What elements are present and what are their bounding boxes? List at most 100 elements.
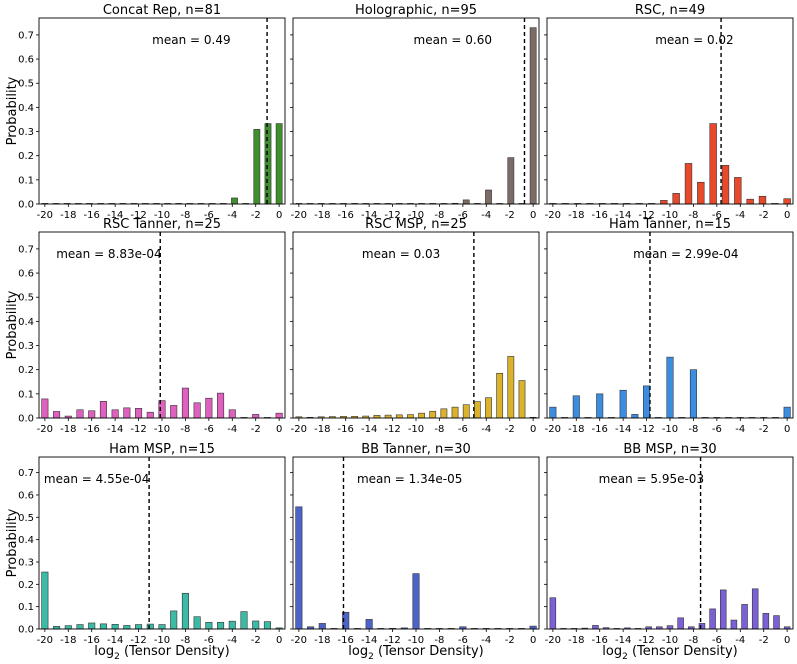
x-tick-label: -20 [291,424,307,435]
x-tick-label: -16 [338,635,354,646]
x-axis-label-subscript: 2 [622,652,628,662]
x-tick-label: -2 [759,424,769,435]
bar [99,401,107,419]
bar [549,406,557,419]
mean-label: mean = 0.02 [655,33,733,47]
y-tick-label: 0.5 [18,513,34,524]
y-tick-label: 0.6 [18,55,34,66]
x-tick-label: -10 [408,424,424,435]
bar [123,407,131,419]
x-tick-label: -20 [545,635,561,646]
x-axis-label-subscript: 2 [368,652,374,662]
bar [228,409,236,419]
y-tick-label: 0.1 [18,175,34,186]
x-tick-label: -12 [384,210,400,221]
y-tick-label: 0.6 [18,490,34,501]
x-tick-label: -8 [688,424,698,435]
x-tick-label: -18 [568,210,584,221]
y-axis-label: Probability [5,290,20,359]
x-tick-label: -4 [227,210,237,221]
x-tick-label: -18 [60,210,76,221]
x-tick-label: -8 [434,424,444,435]
x-tick-label: -2 [251,210,261,221]
bar [99,623,107,630]
bar [253,129,261,205]
x-tick-label: -20 [37,424,53,435]
x-tick-label: 0 [784,635,790,646]
x-tick-label: -10 [662,210,678,221]
x-tick-label: -12 [130,635,146,646]
bar [205,397,213,419]
bar [264,123,272,205]
bar [123,625,131,630]
subplot-title: RSC MSP, n=25 [365,217,467,232]
x-tick-label: -16 [84,635,100,646]
bar [263,621,271,630]
y-axis-label: Probability [5,76,20,145]
x-tick-label: -16 [84,424,100,435]
bar [720,589,727,630]
x-tick-label: -2 [505,424,515,435]
mean-label: mean = 1.34e-05 [357,472,462,486]
x-tick-label: -8 [180,210,190,221]
bar [217,621,225,630]
x-tick-label: -16 [338,210,354,221]
y-tick-label: 0.2 [18,151,34,162]
mean-label: mean = 5.95e-03 [599,472,704,486]
bar [412,573,420,630]
subplot-title: Concat Rep, n=81 [103,3,221,18]
bar [295,506,303,630]
x-tick-label: -20 [545,210,561,221]
bar [709,608,716,630]
bar [666,625,674,630]
x-tick-label: -20 [545,424,561,435]
bar [451,406,459,419]
bar [88,622,96,630]
x-tick-label: -10 [662,424,678,435]
x-tick-label: -4 [735,635,745,646]
bar [666,356,674,419]
x-tick-label: -12 [638,424,654,435]
bar [746,198,754,205]
x-tick-label: -20 [37,210,53,221]
x-tick-label: -8 [180,424,190,435]
x-tick-label: -6 [458,424,468,435]
x-tick-label: -12 [130,210,146,221]
x-tick-label: -18 [314,635,330,646]
x-tick-label: -18 [60,635,76,646]
bar [507,157,515,205]
bar [252,414,260,419]
bar [741,604,748,630]
x-axis-label-rest: (Tensor Density) [628,644,738,659]
x-tick-label: 0 [276,635,282,646]
bar [518,380,526,419]
y-tick-label: 0.3 [18,341,34,352]
bar [418,412,425,419]
y-tick-label: 0.2 [18,580,34,591]
bar [275,412,283,419]
x-tick-label: -16 [592,210,608,221]
x-tick-label: 0 [530,424,536,435]
x-tick-label: -10 [408,635,424,646]
y-axis-label: Probability [5,508,20,577]
bar [275,123,283,205]
bar [677,617,684,630]
bar [549,597,557,630]
x-tick-label: -8 [434,210,444,221]
bar [721,165,730,205]
x-tick-label: -8 [180,635,190,646]
x-axis-label-rest: (Tensor Density) [374,644,484,659]
bar [76,624,84,630]
x-tick-label: -12 [384,424,400,435]
x-tick-label: -8 [434,635,444,646]
y-tick-label: 0.0 [18,414,34,425]
bar [783,198,791,205]
bar [193,616,201,630]
bar [473,401,481,419]
x-tick-label: -12 [130,424,146,435]
x-tick-label: -4 [481,635,491,646]
y-tick-label: 0.3 [18,127,34,138]
x-tick-label: -14 [107,210,123,221]
